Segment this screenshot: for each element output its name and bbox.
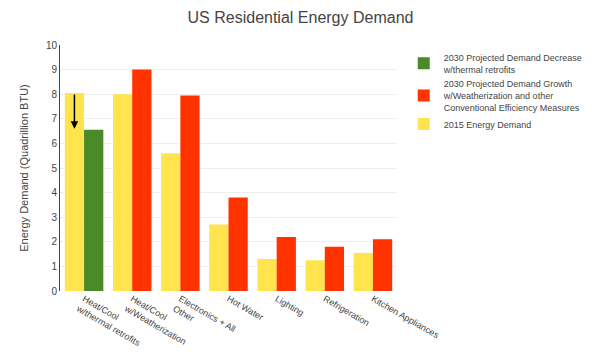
svg-text:6: 6 [51,138,57,149]
svg-text:10: 10 [46,40,58,51]
svg-text:Lighting: Lighting [273,293,305,317]
svg-text:Kitchen Appliances: Kitchen Appliances [370,293,441,340]
svg-text:Heat/Coolw/thermal retrofits: Heat/Coolw/thermal retrofits [74,293,148,348]
svg-text:Energy Demand (Quadrillion BTU: Energy Demand (Quadrillion BTU) [18,84,30,252]
svg-text:2030 Projected Demand Decrease: 2030 Projected Demand Decreasew/thermal … [443,53,582,75]
svg-text:US Residential Energy Demand: US Residential Energy Demand [188,9,414,26]
svg-text:Hot Water: Hot Water [225,293,265,322]
svg-text:5: 5 [51,163,57,174]
svg-text:Heat/Coolw/Weatherization: Heat/Coolw/Weatherization [122,293,193,347]
svg-text:2030 Projected Demand Growthw/: 2030 Projected Demand Growthw/Weatheriza… [443,79,580,112]
svg-text:2015 Energy Demand: 2015 Energy Demand [444,120,532,130]
svg-text:9: 9 [51,64,57,75]
svg-text:8: 8 [51,89,57,100]
svg-text:0: 0 [51,286,57,297]
svg-text:Electronics + AllOther: Electronics + AllOther [171,293,237,344]
svg-text:1: 1 [51,261,57,272]
svg-text:7: 7 [51,113,57,124]
svg-text:Refrigeration: Refrigeration [322,293,372,327]
svg-text:4: 4 [51,187,57,198]
svg-text:2: 2 [51,236,57,247]
svg-text:3: 3 [51,212,57,223]
